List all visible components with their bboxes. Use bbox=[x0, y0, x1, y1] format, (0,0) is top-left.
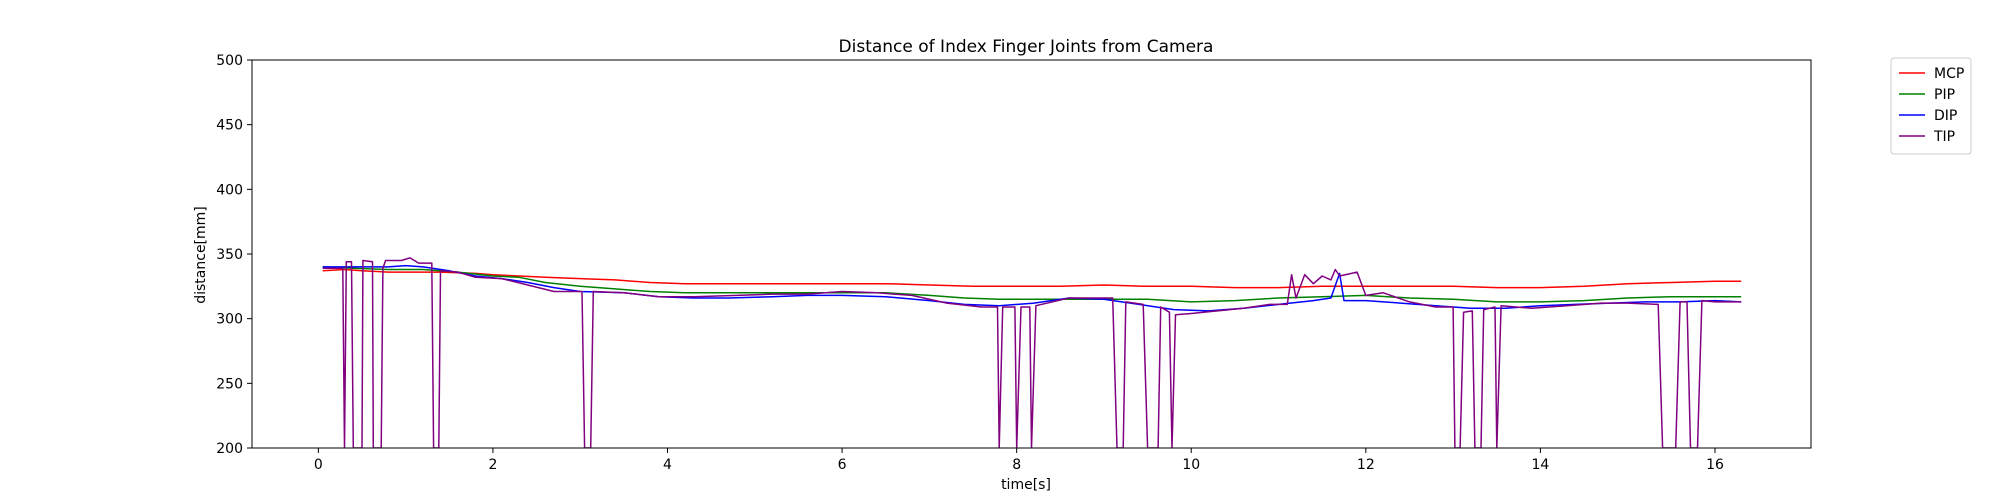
y-axis-label: distance[mm] bbox=[193, 206, 209, 304]
x-axis-label: time[s] bbox=[1001, 477, 1051, 493]
legend: MCP PIP DIP TIP bbox=[1890, 57, 1972, 155]
legend-frame bbox=[1890, 57, 1972, 155]
chart-title: Distance of Index Finger Joints from Cam… bbox=[839, 37, 1214, 57]
y-tick-label: 300 bbox=[216, 312, 243, 328]
x-tick-label: 12 bbox=[1357, 457, 1375, 473]
legend-label-dip: DIP bbox=[1934, 108, 1957, 124]
series-line-pip bbox=[322, 266, 1742, 303]
series-line-mcp bbox=[322, 268, 1742, 289]
x-tick-label: 0 bbox=[314, 457, 323, 473]
x-tick-label: 14 bbox=[1531, 457, 1549, 473]
y-tick-label: 250 bbox=[216, 376, 243, 392]
x-tick-label: 2 bbox=[488, 457, 497, 473]
y-tick-label: 400 bbox=[216, 182, 243, 198]
series-line-tip bbox=[322, 257, 1742, 448]
y-tick-label: 500 bbox=[216, 53, 243, 69]
x-tick-label: 6 bbox=[838, 457, 847, 473]
x-tick-label: 16 bbox=[1706, 457, 1724, 473]
series-group bbox=[322, 257, 1742, 448]
y-tick-label: 200 bbox=[216, 441, 243, 457]
legend-label-tip: TIP bbox=[1933, 129, 1955, 145]
x-tick-label: 8 bbox=[1012, 457, 1021, 473]
x-tick-label: 4 bbox=[663, 457, 672, 473]
legend-label-mcp: MCP bbox=[1934, 66, 1964, 82]
plot-area: 0 2 4 6 8 10 12 14 16 200 250 300 350 400 450 500 bbox=[216, 53, 1812, 473]
x-tick-label: 10 bbox=[1182, 457, 1200, 473]
y-tick-label: 450 bbox=[216, 118, 243, 134]
legend-label-pip: PIP bbox=[1934, 87, 1955, 103]
y-tick-label: 350 bbox=[216, 247, 243, 263]
